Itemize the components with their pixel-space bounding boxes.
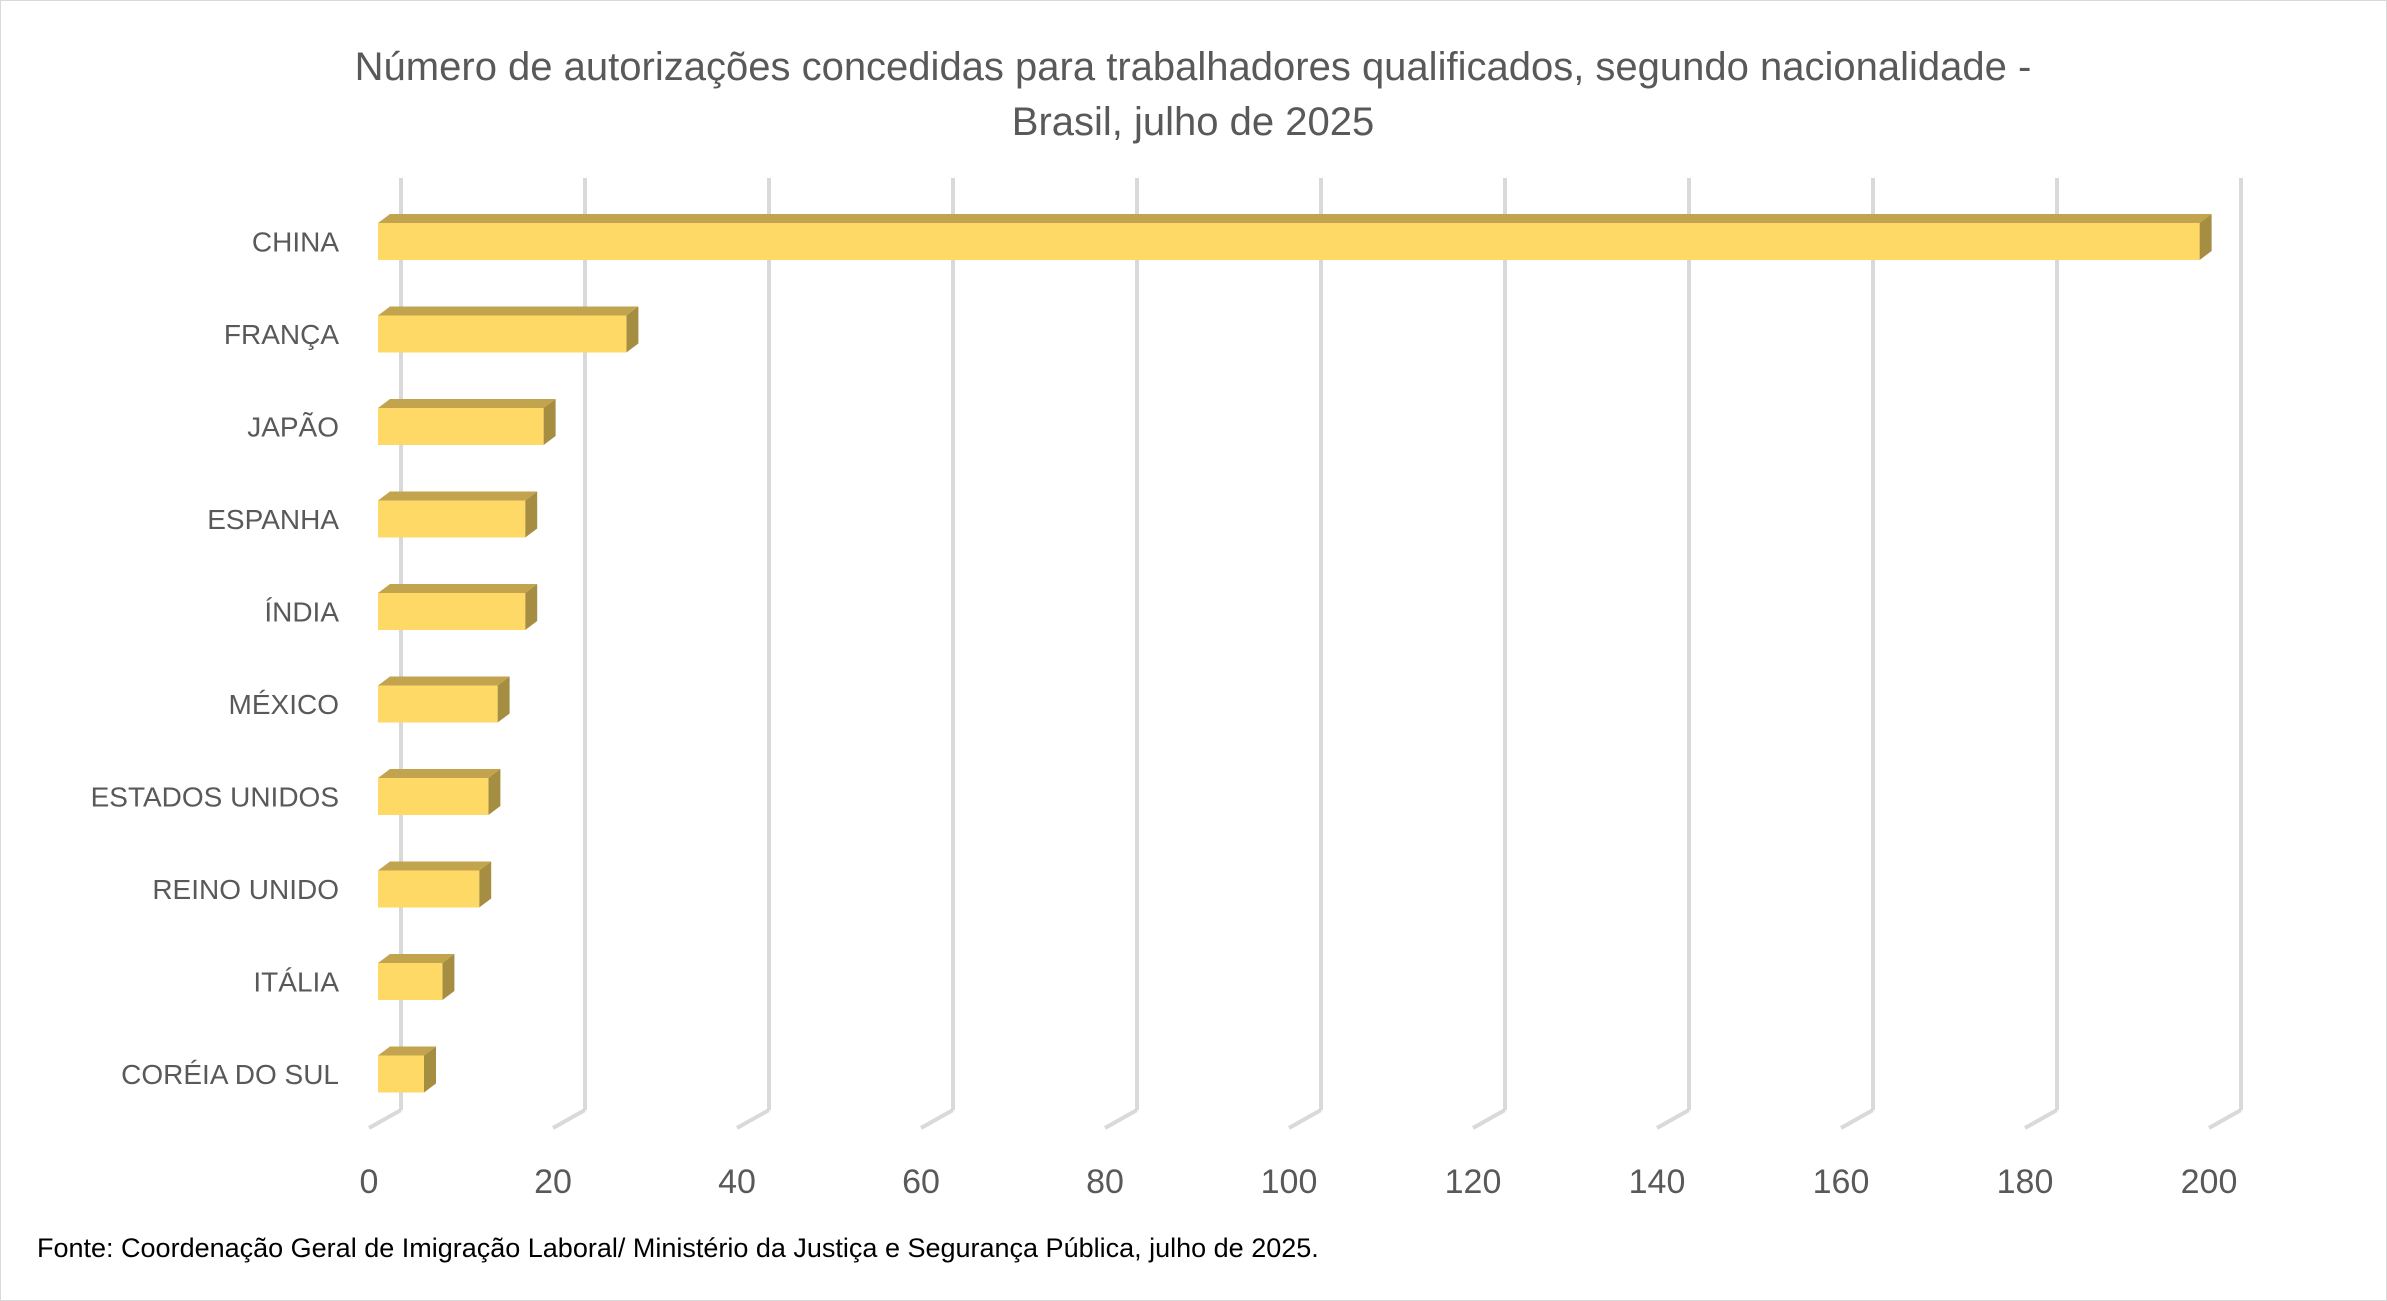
floor-line (2024, 1108, 2058, 1130)
floor-line (736, 1108, 770, 1130)
bar-side-face (442, 954, 455, 1000)
bar-front-face (378, 500, 526, 538)
bar-top-face (378, 769, 501, 778)
category-label: JAPÃO (247, 412, 339, 443)
category-labels: CHINA FRANÇA JAPÃO ESPANHA ÍNDIA MÉXICO ESTADO… (91, 227, 340, 1091)
floor-line (920, 1108, 954, 1130)
bar-front-face (378, 593, 526, 630)
bar-front-face (378, 685, 498, 723)
bar-front-face (378, 963, 443, 1000)
category-label: CHINA (252, 227, 339, 258)
bar-side-face (2199, 214, 2212, 260)
bar-front-face (378, 870, 480, 908)
bar-side-face (525, 491, 538, 538)
bar-side-face (479, 861, 492, 908)
x-tick-label: 160 (1813, 1163, 1870, 1201)
category-label: MÉXICO (229, 689, 339, 720)
x-tick-label: 80 (1086, 1163, 1124, 1201)
bar-top-face (378, 861, 492, 871)
chart-title-line-1: Número de autorizações concedidas para t… (355, 45, 2032, 89)
category-label: REINO UNIDO (152, 874, 339, 905)
bar-top-face (378, 399, 556, 408)
bar (378, 306, 639, 353)
floor-line (1472, 1108, 1506, 1130)
x-tick-label: 0 (360, 1163, 379, 1201)
bar-side-face (424, 1046, 436, 1093)
bar-top-face (378, 676, 510, 686)
category-label: FRANÇA (224, 319, 339, 350)
bar (378, 769, 501, 815)
bar (378, 491, 538, 538)
x-tick-label: 100 (1261, 1163, 1318, 1201)
floor-line (1104, 1108, 1138, 1130)
bar (378, 214, 2212, 260)
x-tick-label: 120 (1445, 1163, 1502, 1201)
bar (378, 954, 455, 1000)
bar-side-face (543, 399, 556, 445)
floor-line (1288, 1108, 1322, 1130)
x-tick-label: 60 (902, 1163, 940, 1201)
category-label: ESTADOS UNIDOS (91, 782, 339, 813)
bar-front-face (378, 778, 489, 815)
category-label: ITÁLIA (253, 967, 339, 998)
bar (378, 399, 556, 445)
bar-top-face (378, 491, 538, 501)
bar-top-face (378, 306, 639, 316)
bars (378, 214, 2212, 1093)
bar (378, 676, 510, 723)
chart-title-line-2: Brasil, julho de 2025 (1012, 100, 1374, 144)
x-tick-label: 140 (1629, 1163, 1686, 1201)
bar-side-face (488, 769, 501, 815)
category-label: ESPANHA (207, 504, 339, 535)
gridlines (368, 178, 2243, 1130)
bar-side-face (525, 584, 538, 630)
bar-top-face (378, 1046, 436, 1056)
bar (378, 1046, 436, 1093)
x-axis-ticks: 0 20 40 60 80 100 120 140 160 180 200 (360, 1163, 2238, 1201)
bar-top-face (378, 214, 2212, 223)
x-tick-label: 20 (534, 1163, 572, 1201)
bar-side-face (497, 676, 510, 723)
x-tick-label: 180 (1997, 1163, 2054, 1201)
category-label: ÍNDIA (264, 597, 339, 628)
bar (378, 861, 492, 908)
floor-line (368, 1108, 402, 1130)
category-label: CORÉIA DO SUL (121, 1059, 339, 1090)
bar-front-face (378, 223, 2200, 260)
bar-front-face (378, 315, 627, 353)
bar-top-face (378, 584, 538, 593)
floor-line (2208, 1108, 2242, 1130)
floor-line (552, 1108, 586, 1130)
bar-top-face (378, 954, 455, 963)
floor-line (1840, 1108, 1874, 1130)
bar-front-face (378, 408, 544, 445)
bar-side-face (626, 306, 639, 353)
floor-line (1656, 1108, 1690, 1130)
x-tick-label: 200 (2181, 1163, 2238, 1201)
source-note: Fonte: Coordenação Geral de Imigração La… (37, 1233, 1319, 1263)
bar-front-face (378, 1055, 424, 1093)
x-tick-label: 40 (718, 1163, 756, 1201)
bar (378, 584, 538, 630)
